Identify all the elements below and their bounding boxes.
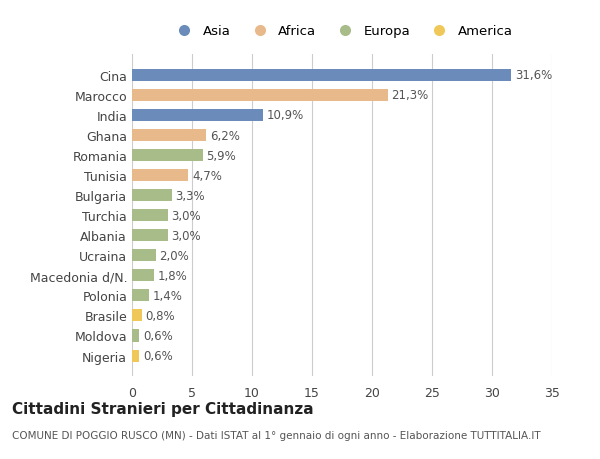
Bar [132, 130, 206, 142]
Bar [132, 190, 172, 202]
Text: 3,3%: 3,3% [175, 189, 205, 202]
Legend: Asia, Africa, Europa, America: Asia, Africa, Europa, America [166, 20, 518, 44]
Bar [132, 110, 263, 122]
Bar [132, 170, 188, 182]
Bar [132, 70, 511, 82]
Text: 4,7%: 4,7% [192, 169, 222, 182]
Text: COMUNE DI POGGIO RUSCO (MN) - Dati ISTAT al 1° gennaio di ogni anno - Elaborazio: COMUNE DI POGGIO RUSCO (MN) - Dati ISTAT… [12, 431, 541, 440]
Text: 10,9%: 10,9% [266, 109, 304, 122]
Text: Cittadini Stranieri per Cittadinanza: Cittadini Stranieri per Cittadinanza [12, 401, 314, 416]
Bar [132, 270, 154, 282]
Text: 0,6%: 0,6% [143, 329, 173, 342]
Bar [132, 150, 203, 162]
Bar [132, 330, 139, 342]
Text: 0,6%: 0,6% [143, 349, 173, 362]
Text: 1,4%: 1,4% [152, 289, 182, 302]
Text: 21,3%: 21,3% [391, 89, 428, 102]
Text: 3,0%: 3,0% [172, 209, 201, 222]
Text: 31,6%: 31,6% [515, 69, 552, 82]
Bar [132, 250, 156, 262]
Bar [132, 230, 168, 242]
Bar [132, 310, 142, 322]
Text: 6,2%: 6,2% [210, 129, 240, 142]
Bar [132, 290, 149, 302]
Bar [132, 210, 168, 222]
Text: 1,8%: 1,8% [157, 269, 187, 282]
Text: 5,9%: 5,9% [206, 149, 236, 162]
Text: 2,0%: 2,0% [160, 249, 190, 262]
Text: 0,8%: 0,8% [145, 309, 175, 322]
Bar [132, 90, 388, 102]
Text: 3,0%: 3,0% [172, 229, 201, 242]
Bar [132, 350, 139, 362]
